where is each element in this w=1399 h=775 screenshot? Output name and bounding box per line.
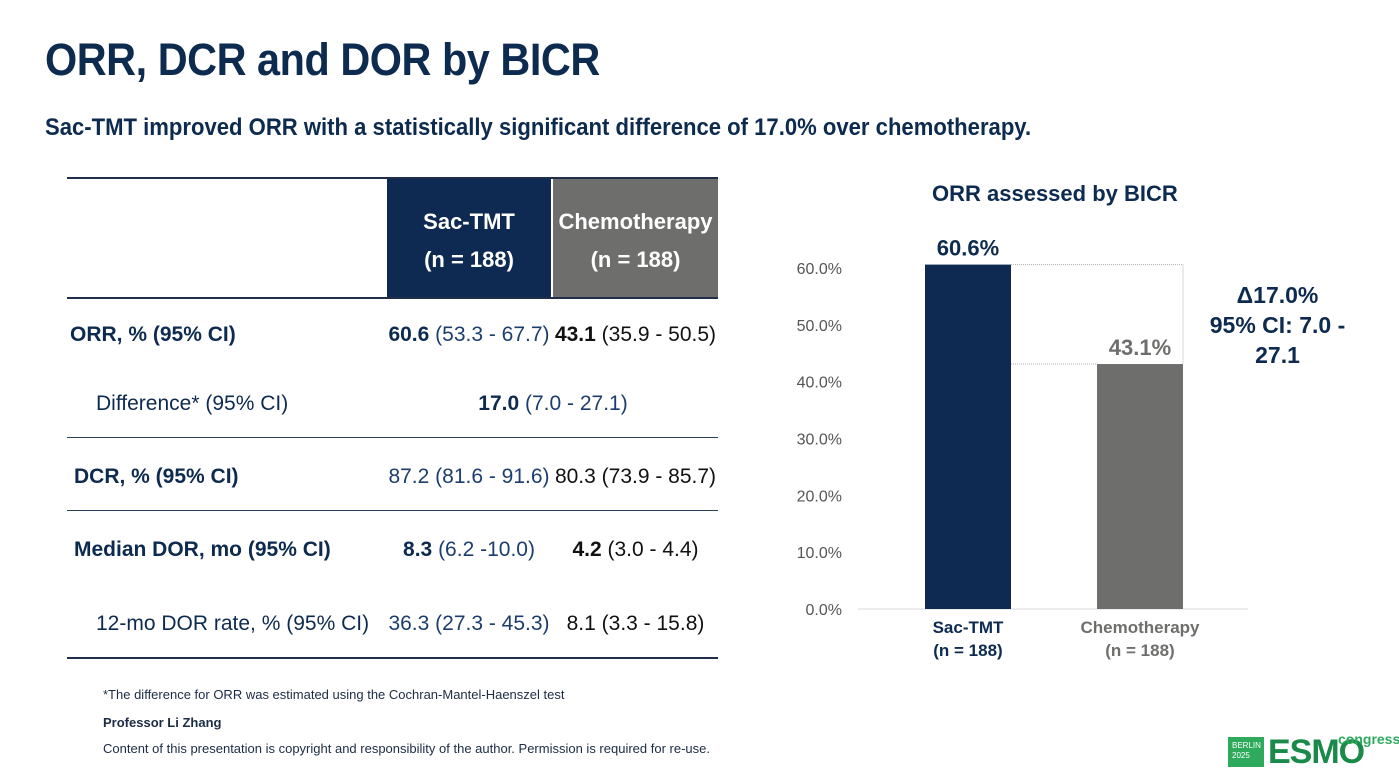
table-top-rule [67, 177, 718, 179]
cell-difference-value: 17.0 [478, 392, 520, 415]
logo-suffix: congress [1338, 731, 1399, 747]
table-header-rule [67, 297, 718, 299]
cell-difference-ci: (7.0 - 27.1) [519, 392, 628, 415]
x-tick-sublabel: (n = 188) [1105, 641, 1174, 660]
difference-annotation: Δ17.0% 95% CI: 7.0 - 27.1 [1185, 280, 1370, 370]
bar-chemotherapy [1097, 364, 1183, 609]
logo-brand: ESMO [1268, 733, 1365, 771]
data-label: 43.1% [1109, 335, 1171, 360]
cell-orr-sac-ci: (53.3 - 67.7) [429, 323, 550, 346]
esmo-congress-logo: BERLIN 2025 ESMO congress [1228, 731, 1399, 771]
orr-bar-chart: 0.0% 10.0% 20.0% 30.0% 40.0% 50.0% 60.0% 60.6% 4… [797, 236, 1248, 660]
logo-city: BERLIN [1232, 741, 1261, 750]
cell-dor-chemo-ci: (3.0 - 4.4) [601, 538, 699, 561]
delta-ci-label: 95% CI: 7.0 - 27.1 [1209, 312, 1346, 368]
data-label: 60.6% [937, 236, 999, 261]
x-tick-sublabel: (n = 188) [933, 641, 1002, 660]
cell-dor-sac-value: 8.3 [403, 538, 433, 561]
row-label-difference: Difference* (95% CI) [96, 392, 289, 415]
row-label-dcr: DCR, % (95% CI) [74, 465, 239, 488]
x-tick-label: Sac-TMT [933, 618, 1004, 637]
header-chemo-n: (n = 188) [590, 247, 681, 272]
cell-12mo-dor-sac: 36.3 (27.3 - 45.3) [388, 612, 550, 635]
row-divider [67, 437, 718, 438]
y-tick-label: 20.0% [797, 488, 842, 505]
row-divider [67, 510, 718, 511]
y-tick-label: 50.0% [797, 318, 842, 335]
cell-dor-sac-ci: (6.2 -10.0) [432, 538, 535, 561]
y-tick-label: 40.0% [797, 375, 842, 392]
copyright-notice: Content of this presentation is copyrigh… [103, 741, 710, 756]
x-tick-label: Chemotherapy [1080, 618, 1200, 637]
header-chemo-name: Chemotherapy [558, 209, 713, 234]
cell-12mo-dor-chemo: 8.1 (3.3 - 15.8) [566, 612, 705, 635]
cell-dor-sac: 8.3 (6.2 -10.0) [388, 538, 550, 562]
page-title: ORR, DCR and DOR by BICR [45, 34, 600, 85]
y-tick-label: 60.0% [797, 261, 842, 278]
row-label-median-dor: Median DOR, mo (95% CI) [74, 538, 331, 561]
cell-orr-chemo-ci: (35.9 - 50.5) [595, 323, 717, 346]
presenter-name: Professor Li Zhang [103, 715, 222, 730]
cell-dor-chemo: 4.2 (3.0 - 4.4) [553, 538, 718, 562]
y-tick-label: 30.0% [797, 432, 842, 449]
delta-label: Δ17.0% [1236, 282, 1319, 308]
cell-orr-sac: 60.6 (53.3 - 67.7) [388, 323, 550, 347]
cell-orr-chemo: 43.1 (35.9 - 50.5) [553, 323, 718, 347]
header-chemotherapy: Chemotherapy (n = 188) [553, 179, 718, 297]
cell-difference: 17.0 (7.0 - 27.1) [388, 392, 718, 416]
cell-orr-chemo-value: 43.1 [554, 323, 596, 346]
chart-title: ORR assessed by BICR [932, 181, 1178, 206]
cell-dor-chemo-value: 4.2 [572, 538, 602, 561]
logo-city-badge: BERLIN 2025 [1228, 737, 1264, 767]
header-sac-n: (n = 188) [424, 247, 514, 272]
bar-sac-tmt [925, 264, 1011, 609]
cell-dcr-sac: 87.2 (81.6 - 91.6) [388, 465, 550, 488]
footnote-difference: *The difference for ORR was estimated us… [103, 687, 565, 702]
cell-orr-sac-value: 60.6 [388, 323, 430, 346]
header-sac-name: Sac-TMT [423, 209, 515, 234]
row-label-12mo-dor: 12-mo DOR rate, % (95% CI) [96, 612, 370, 635]
table-bottom-rule [67, 657, 718, 659]
header-sac-tmt: Sac-TMT (n = 188) [387, 179, 551, 297]
row-label-orr: ORR, % (95% CI) [70, 323, 236, 346]
y-tick-label: 10.0% [797, 545, 842, 562]
cell-dcr-chemo: 80.3 (73.9 - 85.7) [554, 465, 717, 488]
y-tick-label: 0.0% [806, 602, 842, 619]
logo-year: 2025 [1232, 751, 1250, 760]
page-subtitle: Sac-TMT improved ORR with a statisticall… [45, 114, 1032, 141]
